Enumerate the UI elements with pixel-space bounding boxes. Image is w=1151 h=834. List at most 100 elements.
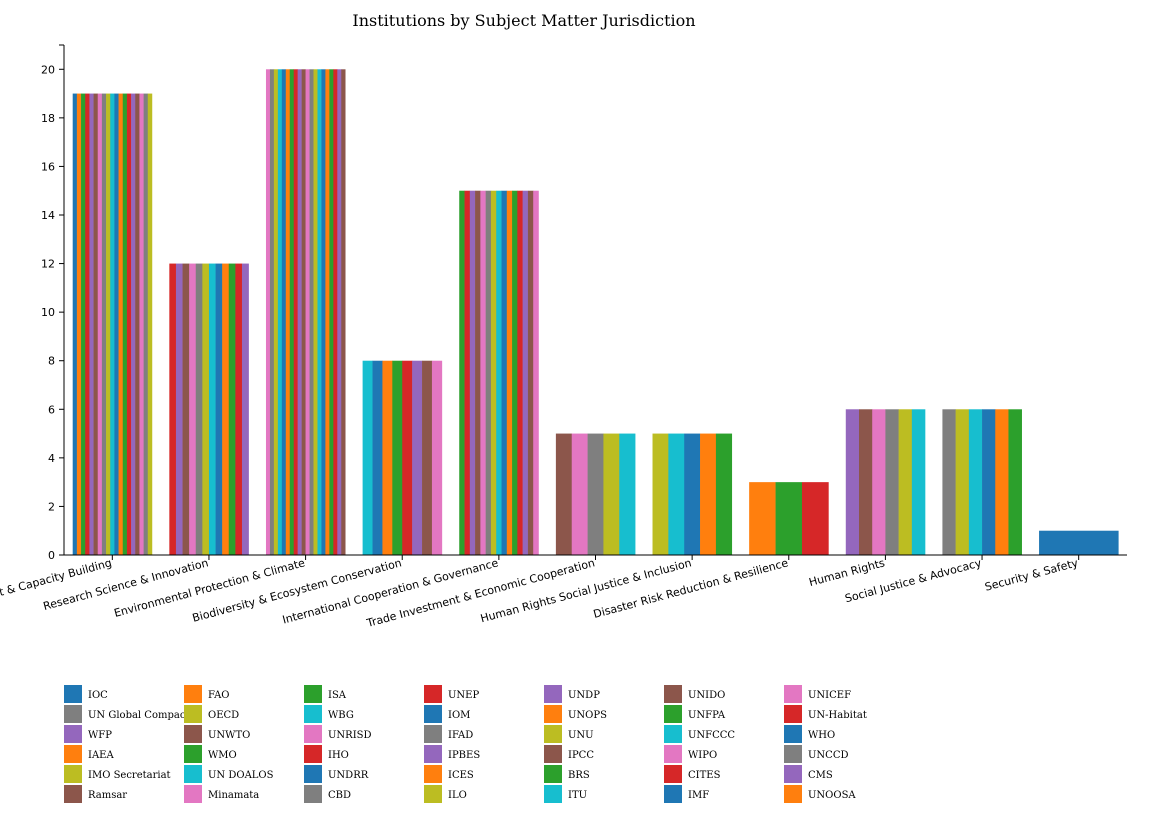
bar-segment [293, 69, 298, 555]
bar-segment [93, 93, 99, 555]
bar-segment [317, 69, 322, 555]
bar-segment [301, 69, 306, 555]
chart-title: Institutions by Subject Matter Jurisdict… [352, 11, 695, 30]
bar-segment [195, 263, 203, 555]
legend-swatch [664, 785, 682, 803]
bar-segment [715, 433, 733, 555]
legend-swatch [304, 705, 322, 723]
bar-segment [110, 93, 115, 555]
legend-swatch [424, 785, 442, 803]
legend-label: ITU [568, 790, 587, 801]
bar-segment [872, 409, 886, 555]
x-tick-label: Security & Safety [983, 556, 1079, 594]
bar-segment [412, 360, 423, 555]
legend-swatch [784, 725, 802, 743]
bar-segment [517, 190, 523, 555]
bar-segment [533, 190, 539, 555]
legend-label: OECD [208, 710, 239, 721]
y-tick-label: 16 [41, 160, 55, 173]
legend-item: UNFPA [664, 705, 726, 723]
legend-swatch [304, 725, 322, 743]
legend-item: WBG [304, 705, 354, 723]
bar-segment [269, 69, 275, 555]
bar-segment [775, 482, 803, 555]
bar-segment [147, 93, 153, 555]
bar-segment [619, 433, 636, 555]
legend-label: UNFPA [688, 710, 726, 721]
legend-swatch [304, 685, 322, 703]
legend-swatch [64, 745, 82, 763]
legend-label: WMO [208, 750, 237, 761]
bar-segment [208, 263, 216, 555]
legend-item: FAO [184, 685, 230, 703]
legend-swatch [424, 705, 442, 723]
legend-swatch [784, 785, 802, 803]
bar-segment [587, 433, 604, 555]
legend-label: IAEA [88, 750, 114, 761]
legend-swatch [784, 705, 802, 723]
legend-label: UN DOALOS [208, 770, 274, 781]
legend-swatch [544, 685, 562, 703]
legend-item: UNIDO [664, 685, 725, 703]
legend-item: IHO [304, 745, 349, 763]
legend-label: IOM [448, 710, 470, 721]
bar-segment [85, 93, 90, 555]
legend-swatch [184, 705, 202, 723]
legend-swatch [64, 705, 82, 723]
bar-segment [496, 190, 502, 555]
bar-segment [228, 263, 236, 555]
legend-swatch [544, 765, 562, 783]
legend-item: CITES [664, 765, 721, 783]
legend-item: UNEP [424, 685, 479, 703]
legend-label: WIPO [688, 750, 717, 761]
legend-item: UN DOALOS [184, 765, 274, 783]
bar-segment [265, 69, 271, 555]
legend-swatch [784, 745, 802, 763]
legend-swatch [664, 685, 682, 703]
legend-label: WBG [328, 710, 354, 721]
legend-label: UN-Habitat [808, 710, 867, 721]
bar-segment [273, 69, 279, 555]
bar-segment [512, 190, 518, 555]
bar-segment [281, 69, 287, 555]
legend-item: UN Global Compact [64, 705, 189, 723]
legend-label: Minamata [208, 790, 259, 801]
bar-segment [911, 409, 926, 555]
legend-swatch [184, 725, 202, 743]
legend-label: WHO [808, 730, 835, 741]
bar-segment [333, 69, 338, 555]
bar-segment [126, 93, 132, 555]
legend-item: IMO Secretariat [64, 765, 171, 783]
bar-segment [89, 93, 94, 555]
legend-item: UNFCCC [664, 725, 735, 743]
bar-segment [801, 482, 829, 555]
bar-segment [175, 263, 183, 555]
bar-segment [485, 190, 492, 555]
bar-segment [131, 93, 136, 555]
bar-segment [603, 433, 620, 555]
bar-segment [325, 69, 330, 555]
legend-label: FAO [208, 690, 230, 701]
bar-segment [309, 69, 314, 555]
legend-swatch [424, 765, 442, 783]
legend-item: UNCCD [784, 745, 849, 763]
bars-layer [72, 69, 1119, 555]
legend-label: BRS [568, 770, 590, 781]
bar-segment [668, 433, 685, 555]
bar-segment [241, 263, 249, 555]
y-tick-label: 18 [41, 112, 55, 125]
legend-swatch [64, 725, 82, 743]
bar-segment [506, 190, 513, 555]
legend-item: CBD [304, 785, 351, 803]
legend-item: IAEA [64, 745, 114, 763]
bar-segment [337, 69, 342, 555]
y-tick-label: 12 [41, 258, 55, 271]
bar-segment [202, 263, 210, 555]
bar-segment [277, 69, 283, 555]
legend-item: UNRISD [304, 725, 372, 743]
bar-segment [341, 69, 346, 555]
legend-label: UNDP [568, 690, 600, 701]
bar-segment [1008, 409, 1022, 555]
legend-swatch [784, 765, 802, 783]
